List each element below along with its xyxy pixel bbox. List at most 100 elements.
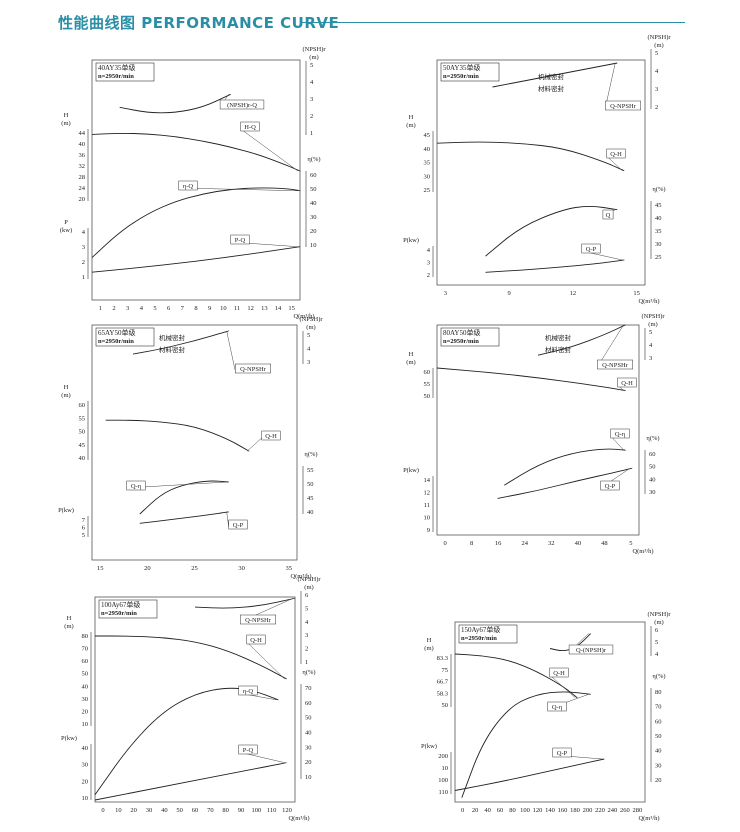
x-tick-label: 7 — [181, 305, 185, 312]
left-tick-label: 40 — [424, 146, 431, 153]
left-tick-label: 2 — [427, 272, 430, 279]
right-tick-label: 40 — [310, 200, 317, 207]
right-tick-label: 40 — [655, 215, 662, 222]
seal-annotation: 机械密封 — [159, 333, 186, 342]
model-label: 40AY35单级 — [98, 63, 135, 72]
right-tick-label: 70 — [305, 685, 312, 692]
callout-box — [568, 644, 614, 655]
left-tick-label: 55 — [79, 415, 86, 422]
left-tick-label: 10 — [424, 515, 431, 522]
series-label: Q-H — [265, 433, 277, 440]
right-tick-label: 25 — [655, 254, 662, 261]
series-line — [194, 597, 296, 609]
x-tick-label: 11 — [234, 305, 240, 312]
callout-leader — [240, 128, 299, 172]
left-tick-label: 14 — [424, 477, 431, 484]
left-tick-label: 50 — [442, 702, 449, 709]
right-tick-label: 3 — [310, 96, 313, 103]
right-tick-label: 60 — [655, 718, 662, 725]
left-tick-label: 60 — [424, 369, 431, 376]
right-tick-label: 40 — [649, 476, 656, 483]
x-tick-label: 120 — [282, 807, 292, 814]
right-tick-label: 50 — [310, 186, 317, 193]
x-tick-label: 200 — [583, 807, 593, 814]
right-tick-label: 30 — [310, 214, 317, 221]
right-axis-label: η(%) — [307, 156, 320, 163]
left-axis-label: H — [427, 637, 432, 644]
left-axis-label: (m) — [406, 122, 415, 129]
x-tick-label: 30 — [238, 565, 245, 572]
header-rule — [300, 22, 685, 23]
right-axis-label: η(%) — [652, 673, 665, 680]
right-axis-label: (m) — [648, 321, 657, 328]
x-tick-label: 32 — [548, 540, 555, 547]
right-tick-label: 5 — [655, 50, 658, 57]
series-label: Q-H — [610, 151, 622, 158]
right-tick-label: 4 — [655, 651, 659, 658]
x-axis-label: Q(m³/h) — [290, 573, 311, 580]
x-tick-label: 25 — [191, 565, 198, 572]
series-label: Q-NPSHr — [240, 366, 266, 373]
x-tick-label: 8 — [194, 305, 197, 312]
right-tick-label: 5 — [655, 639, 658, 646]
series-label: Q-(NPSH)r — [576, 647, 607, 654]
x-tick-label: 48 — [601, 540, 608, 547]
x-tick-label: 30 — [146, 807, 153, 814]
callout-leader — [610, 435, 624, 451]
callout-leader — [246, 437, 262, 452]
left-tick-label: 28 — [79, 174, 86, 181]
series-line — [492, 62, 618, 88]
series-label: (NPSH)r-Q — [227, 102, 257, 109]
x-tick-label: 24 — [521, 540, 528, 547]
series-line — [91, 132, 301, 172]
right-tick-label: 4 — [305, 619, 309, 626]
x-tick-label: 60 — [497, 807, 504, 814]
callout-leader — [178, 187, 299, 192]
left-tick-label: 60 — [79, 402, 86, 409]
x-tick-label: 10 — [220, 305, 227, 312]
x-tick-label: 220 — [595, 807, 605, 814]
left-tick-label: 2 — [82, 259, 85, 266]
left-tick-label: 200 — [438, 753, 448, 760]
x-tick-label: 70 — [207, 807, 214, 814]
right-axis-label: (NPSH)r — [647, 34, 671, 41]
left-tick-label: 11 — [424, 502, 430, 509]
grid-frame — [454, 621, 646, 803]
speed-label: n=2950r/min — [461, 635, 497, 642]
seal-annotation: 机械密封 — [545, 333, 572, 342]
left-tick-label: 20 — [82, 708, 89, 715]
x-axis-label: Q(m³/h) — [638, 815, 659, 822]
left-tick-label: 36 — [79, 152, 86, 159]
left-axis-label: (m) — [61, 392, 70, 399]
right-tick-label: 6 — [655, 627, 659, 634]
series-label: P-Q — [243, 747, 254, 754]
left-tick-label: 30 — [424, 173, 431, 180]
speed-label: n=2950r/min — [443, 338, 479, 345]
left-tick-label: 110 — [438, 789, 448, 796]
x-tick-label: 10 — [115, 807, 122, 814]
seal-annotation: 材料密封 — [159, 345, 186, 354]
left-axis-label: H — [64, 112, 69, 119]
grid-frame — [436, 324, 640, 536]
model-label: 100Ay67单级 — [101, 600, 140, 609]
x-tick-label: 20 — [472, 807, 479, 814]
x-tick-label: 35 — [286, 565, 293, 572]
right-axis-label: η(%) — [652, 186, 665, 193]
series-line — [95, 635, 287, 680]
speed-label: n=2950r/min — [98, 338, 134, 345]
model-box — [95, 327, 155, 347]
left-tick-label: 70 — [82, 646, 89, 653]
x-tick-label: 15 — [288, 305, 295, 312]
right-tick-label: 50 — [649, 464, 656, 471]
model-label: 80AY50单级 — [443, 328, 480, 337]
left-tick-label: 75 — [442, 667, 449, 674]
right-tick-label: 10 — [310, 242, 317, 249]
seal-annotation: 材料密封 — [538, 84, 565, 93]
callout-box — [240, 121, 260, 132]
right-tick-label: 4 — [649, 342, 653, 349]
callout-box — [597, 359, 633, 370]
callout-box — [126, 480, 146, 491]
left-axis-label: (m) — [406, 359, 415, 366]
left-tick-label: 9 — [427, 527, 430, 534]
left-tick-label: 66.7 — [437, 679, 449, 686]
